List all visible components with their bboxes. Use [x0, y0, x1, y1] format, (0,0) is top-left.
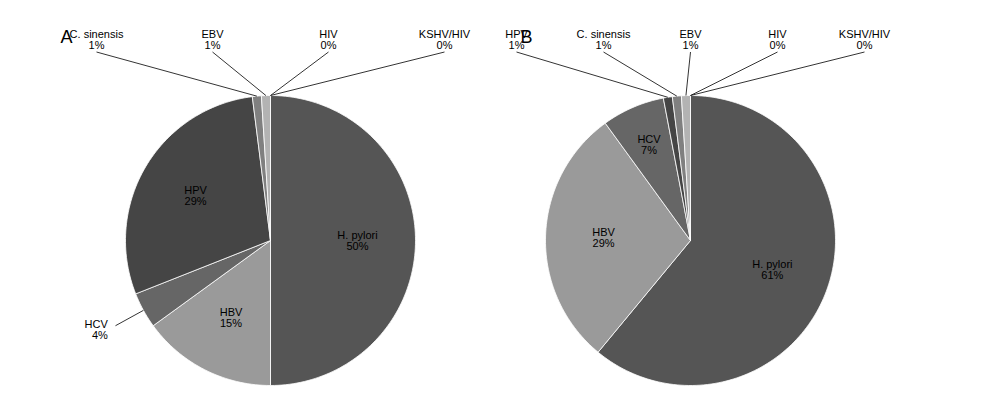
svg-text:HIV0%: HIV0% — [768, 28, 787, 51]
svg-text:HPV29%: HPV29% — [184, 184, 207, 207]
svg-text:KSHV/HIV0%: KSHV/HIV0% — [839, 28, 891, 51]
svg-text:HBV15%: HBV15% — [220, 306, 243, 329]
svg-text:HCV4%: HCV4% — [85, 318, 109, 341]
svg-text:HIV0%: HIV0% — [319, 28, 338, 51]
svg-text:H. pylori61%: H. pylori61% — [752, 258, 792, 281]
svg-text:H. pylori50%: H. pylori50% — [337, 229, 377, 252]
svg-text:B: B — [521, 27, 533, 47]
svg-text:KSHV/HIV0%: KSHV/HIV0% — [419, 28, 471, 51]
svg-text:EBV1%: EBV1% — [679, 28, 702, 51]
svg-text:HCV7%: HCV7% — [637, 133, 661, 156]
svg-text:A: A — [61, 27, 73, 47]
svg-text:C. sinensis1%: C. sinensis1% — [70, 28, 124, 51]
svg-text:C. sinensis1%: C. sinensis1% — [577, 28, 631, 51]
svg-text:HBV29%: HBV29% — [592, 226, 615, 249]
svg-text:EBV1%: EBV1% — [201, 28, 224, 51]
